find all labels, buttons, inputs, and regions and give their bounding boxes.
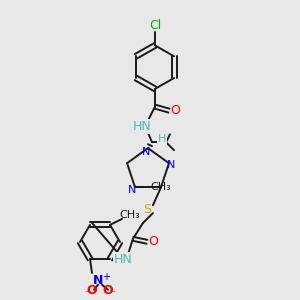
- Text: N: N: [167, 160, 175, 170]
- Text: S: S: [143, 203, 151, 216]
- Text: H: H: [158, 134, 166, 144]
- Text: HN: HN: [114, 253, 132, 266]
- Text: N: N: [93, 274, 103, 287]
- Text: N: N: [142, 147, 150, 157]
- Text: CH₃: CH₃: [151, 182, 171, 193]
- Text: ⁻: ⁻: [84, 290, 90, 300]
- Text: HN: HN: [133, 120, 152, 133]
- Text: O: O: [148, 235, 158, 248]
- Text: +: +: [102, 272, 110, 282]
- Text: O: O: [103, 284, 113, 297]
- Text: CH₃: CH₃: [120, 210, 140, 220]
- Text: N: N: [128, 185, 136, 195]
- Text: O: O: [87, 284, 97, 297]
- Text: O: O: [170, 104, 180, 117]
- Text: ⁻: ⁻: [110, 290, 116, 300]
- Text: Cl: Cl: [149, 19, 161, 32]
